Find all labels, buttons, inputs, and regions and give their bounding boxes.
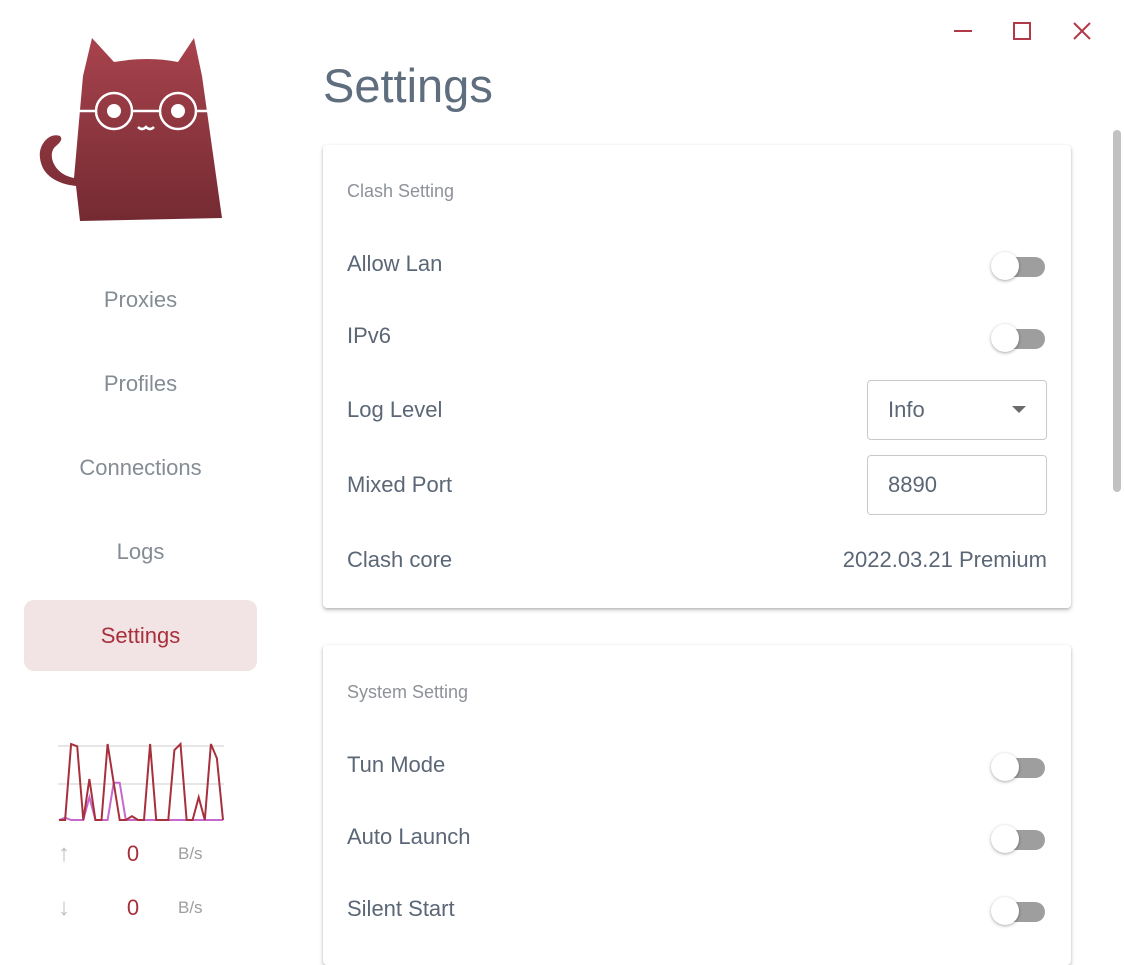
system-setting-card: System Setting Tun Mode Auto Launch Sile… — [323, 645, 1071, 965]
toggle-thumb — [991, 825, 1019, 853]
download-speed: ↓ 0 B/s — [58, 893, 228, 923]
clash-core-version: 2022.03.21 Premium — [842, 547, 1047, 572]
tun-mode-label: Tun Mode — [347, 752, 446, 777]
clash-core-row: Clash core 2022.03.21 Premium — [347, 540, 1047, 580]
auto-launch-label: Auto Launch — [347, 824, 471, 849]
allow-lan-label: Allow Lan — [347, 251, 443, 276]
silent-start-label: Silent Start — [347, 896, 455, 921]
mixed-port-input[interactable]: 8890 — [867, 455, 1047, 515]
square-icon — [1013, 22, 1031, 40]
toggle-thumb — [991, 897, 1019, 925]
sidebar-item-settings[interactable]: Settings — [24, 600, 257, 671]
ipv6-label: IPv6 — [347, 323, 392, 348]
auto-launch-row: Auto Launch — [347, 817, 1047, 857]
log-level-select[interactable]: Info — [867, 380, 1047, 440]
download-value: 0 — [126, 895, 140, 920]
x-icon — [1073, 22, 1091, 40]
ipv6-row: IPv6 — [347, 316, 1047, 356]
mixed-port-row: Mixed Port 8890 — [347, 455, 1047, 515]
caret-down-icon — [1012, 406, 1026, 413]
toggle-thumb — [991, 753, 1019, 781]
log-level-value: Info — [888, 397, 925, 422]
traffic-line-primary — [59, 741, 224, 821]
maximize-button[interactable] — [1005, 14, 1039, 48]
download-unit: B/s — [178, 898, 203, 917]
traffic-graph — [58, 741, 224, 821]
sidebar: Proxies Profiles Connections Logs Settin… — [0, 0, 280, 937]
allow-lan-toggle[interactable] — [991, 249, 1047, 280]
scrollbar[interactable] — [1113, 130, 1121, 492]
cat-logo-icon — [39, 38, 222, 221]
close-button[interactable] — [1065, 14, 1099, 48]
mixed-port-label: Mixed Port — [347, 472, 453, 497]
upload-unit: B/s — [178, 844, 203, 863]
upload-value: 0 — [126, 841, 140, 866]
clash-setting-card: Clash Setting Allow Lan IPv6 Log Level I… — [323, 145, 1071, 608]
log-level-label: Log Level — [347, 397, 443, 422]
log-level-row: Log Level Info — [347, 380, 1047, 440]
auto-launch-toggle[interactable] — [991, 822, 1047, 853]
card-title: Clash Setting — [347, 181, 455, 201]
card-title: System Setting — [347, 682, 469, 702]
upload-speed: ↑ 0 B/s — [58, 839, 228, 869]
sidebar-item-proxies[interactable]: Proxies — [103, 286, 178, 312]
mixed-port-value: 8890 — [888, 472, 937, 497]
allow-lan-row: Allow Lan — [347, 244, 1047, 284]
page-title: Settings — [323, 59, 493, 112]
minimize-button[interactable] — [946, 14, 980, 48]
minus-icon — [954, 30, 972, 32]
arrow-down-icon: ↓ — [58, 894, 70, 921]
silent-start-toggle[interactable] — [991, 894, 1047, 925]
sidebar-item-logs[interactable]: Logs — [116, 538, 165, 564]
sidebar-item-profiles[interactable]: Profiles — [103, 370, 178, 396]
toggle-thumb — [991, 252, 1019, 280]
ipv6-toggle[interactable] — [991, 321, 1047, 352]
arrow-up-icon: ↑ — [58, 840, 70, 867]
toggle-thumb — [991, 324, 1019, 352]
clash-core-label: Clash core — [347, 547, 453, 572]
tun-mode-toggle[interactable] — [991, 750, 1047, 781]
tun-mode-row: Tun Mode — [347, 745, 1047, 785]
silent-start-row: Silent Start — [347, 889, 1047, 929]
sidebar-item-connections[interactable]: Connections — [79, 454, 202, 480]
